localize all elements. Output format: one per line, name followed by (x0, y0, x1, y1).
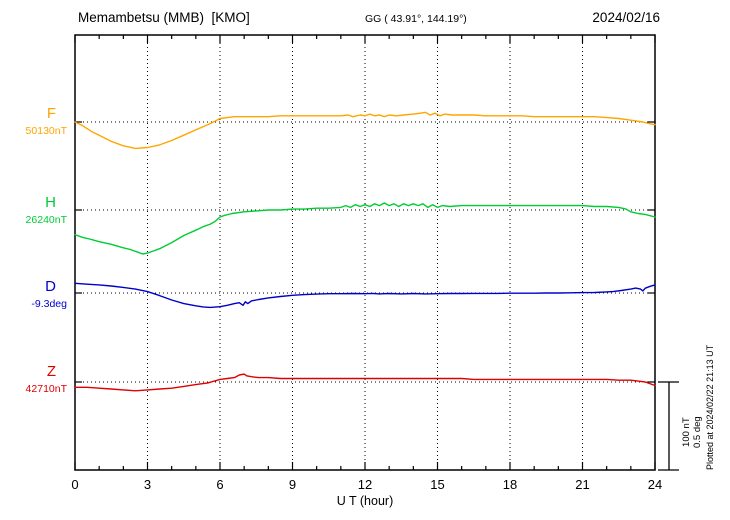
trace-letter-D: D (45, 278, 56, 295)
xtick-label-12: 12 (358, 477, 372, 492)
xtick-label-24: 24 (648, 477, 662, 492)
trace-letter-H: H (45, 194, 56, 211)
trace-H (74, 202, 656, 255)
scalebar-label: 100 nT 0.5 deg (681, 416, 703, 448)
station-coordinates: GG ( 43.91°, 144.19°) (365, 13, 467, 25)
trace-label-F: F 50130nT (6, 105, 68, 139)
xtick-label-3: 3 (144, 477, 151, 492)
station-title: Memambetsu (MMB) [KMO] (78, 10, 250, 25)
scalebar-label-deg: 0.5 deg (692, 416, 703, 448)
trace-Z (74, 373, 656, 392)
xtick-label-0: 0 (71, 477, 78, 492)
trace-baseline-value-F: 50130nT (25, 125, 67, 137)
trace-letter-F: F (46, 105, 56, 122)
trace-baseline-value-H: 26240nT (25, 214, 67, 226)
xtick-label-21: 21 (575, 477, 589, 492)
x-axis-label: U T (hour) (336, 494, 394, 508)
xtick-label-6: 6 (216, 477, 223, 492)
plot-frame (74, 34, 656, 471)
trace-D (74, 282, 656, 309)
trace-baseline-value-D: -9.3deg (31, 298, 67, 310)
plotted-at-note: Plotted at 2024/02/22 21:13 UT (705, 344, 715, 470)
trace-label-D: D -9.3deg (6, 278, 68, 312)
trace-letter-Z: Z (46, 363, 56, 380)
trace-label-Z: Z 42710nT (6, 363, 68, 397)
plot-date: 2024/02/16 (592, 10, 660, 25)
trace-F (74, 111, 656, 150)
trace-label-H: H 26240nT (6, 194, 68, 228)
scalebar-label-nt: 100 nT (681, 417, 692, 447)
xtick-label-15: 15 (430, 477, 444, 492)
trace-baseline-value-Z: 42710nT (25, 383, 67, 395)
xtick-label-9: 9 (289, 477, 296, 492)
xtick-label-18: 18 (503, 477, 517, 492)
